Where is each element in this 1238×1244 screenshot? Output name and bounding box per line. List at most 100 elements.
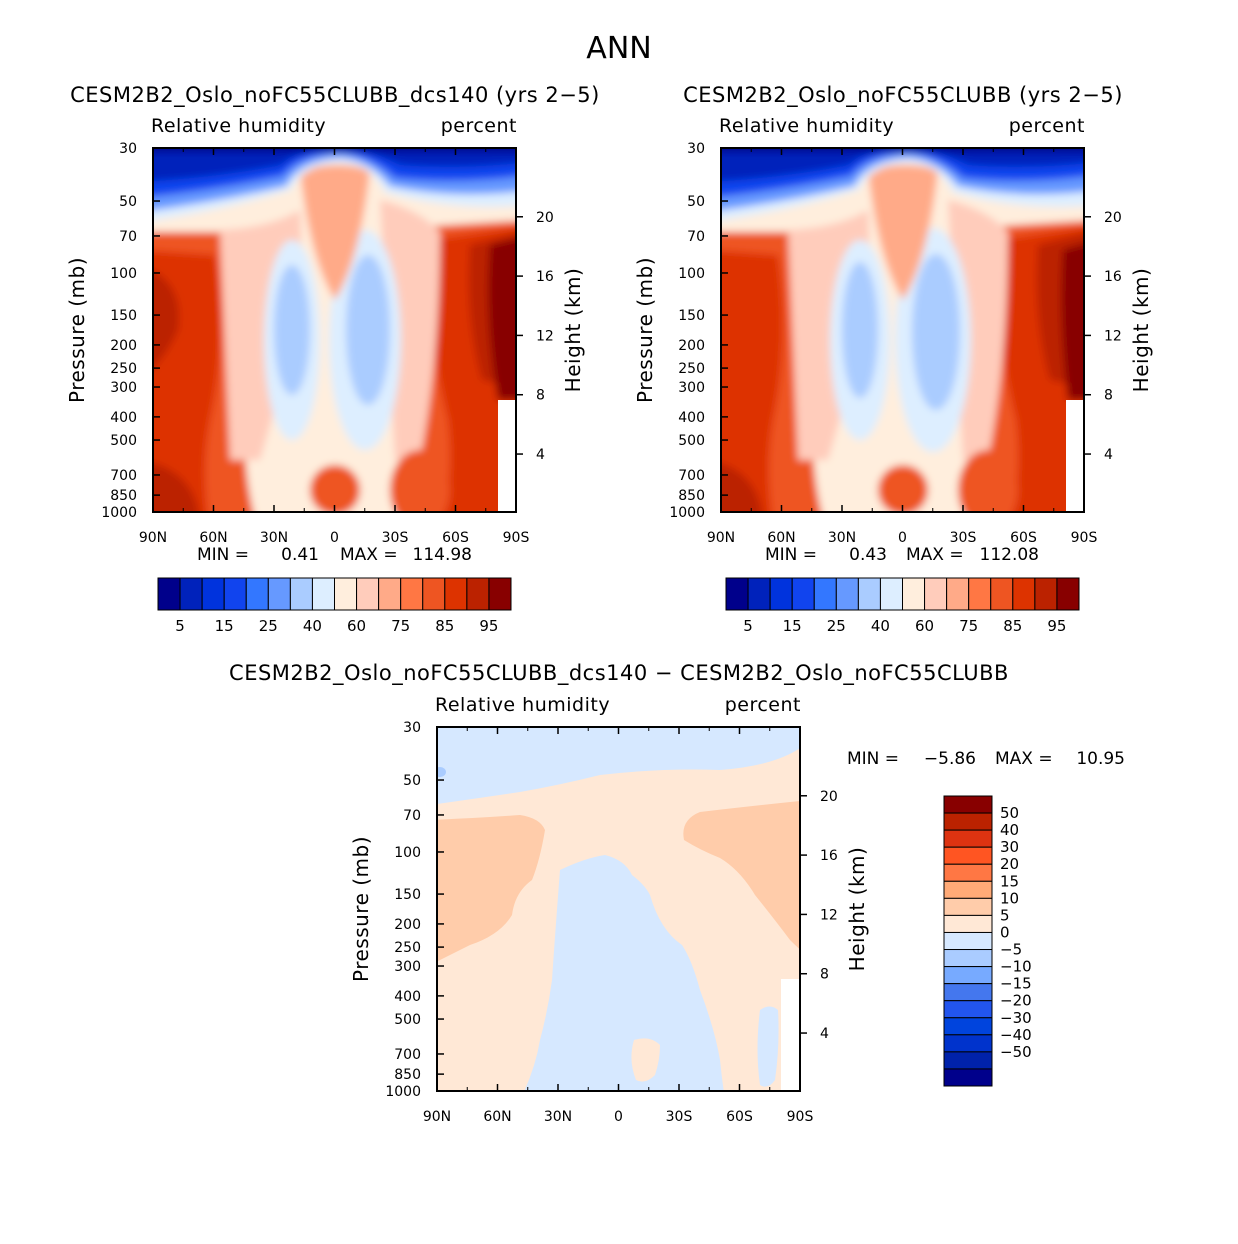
colorbar-label: 40	[1000, 821, 1019, 839]
y-tick-label: 150	[394, 887, 421, 903]
x-tick-label: 30S	[950, 530, 977, 546]
colorbar-swatch	[943, 931, 993, 951]
panel-test-field	[153, 148, 516, 512]
panel-diff-variable: Relative humidity	[435, 694, 610, 716]
colorbar-label: 15	[1000, 872, 1019, 890]
y-tick-label: 70	[403, 808, 421, 824]
colorbar-swatch	[488, 577, 512, 611]
colorbar-label: 50	[1000, 804, 1019, 822]
panel-test-min-value: 0.41	[281, 545, 319, 565]
y-tick-label: 500	[678, 433, 705, 449]
diff-neg-blob	[437, 767, 446, 777]
x-tick-label: 0	[898, 530, 907, 546]
y-tick-label: 700	[678, 468, 705, 484]
colorbar-swatch	[943, 846, 993, 865]
colorbar-swatch	[946, 577, 970, 611]
height-tick-label: 16	[1104, 269, 1122, 285]
height-tick-label: 8	[536, 388, 545, 404]
colorbar-swatch	[943, 1051, 993, 1070]
y-tick-label: 70	[119, 229, 137, 245]
y-tick-label: 500	[110, 433, 137, 449]
panel-control-min-value: 0.43	[849, 545, 887, 565]
colorbar-swatch	[791, 577, 815, 611]
y-tick-label: 100	[110, 266, 137, 282]
rh-dry-sh-core	[912, 254, 960, 410]
rh-band-sh-dark	[488, 238, 516, 400]
panel-diff-field	[437, 727, 800, 1091]
x-tick-label: 0	[614, 1109, 623, 1125]
x-tick-label: 90S	[787, 1109, 814, 1125]
colorbar-label: 40	[871, 617, 890, 635]
colorbar-label: 40	[303, 617, 322, 635]
y-tick-label: 500	[394, 1012, 421, 1028]
x-tick-label: 90S	[1071, 530, 1098, 546]
colorbar-swatch	[289, 577, 313, 611]
x-tick-label: 90S	[503, 530, 530, 546]
panel-control-case-title: CESM2B2_Oslo_noFC55CLUBB (yrs 2−5)	[683, 83, 1123, 108]
x-tick-label: 30S	[382, 530, 409, 546]
rh-band-sh-dark	[1061, 244, 1084, 400]
colorbar-swatch	[747, 577, 771, 611]
colorbar-swatch	[157, 577, 181, 611]
y-tick-label: 700	[394, 1047, 421, 1063]
x-tick-label: 60S	[442, 530, 469, 546]
colorbar-swatch	[400, 577, 424, 611]
x-tick-label: 90N	[139, 530, 167, 546]
y-tick-label: 50	[687, 194, 705, 210]
colorbar-swatch	[943, 1000, 993, 1019]
rh-dry-nh-core	[274, 265, 310, 395]
rh-strat-3	[153, 148, 516, 182]
panel-diff-ylabel-right: Height (km)	[845, 847, 869, 972]
colorbar-label: −20	[1000, 992, 1032, 1010]
panel-test-max-label: MAX =	[340, 545, 398, 565]
colorbar-swatch	[943, 880, 993, 899]
panel-test-axes: 90N 60N 30N 0 30S 60S 90S 30 50 70 100 150 200 250 300…	[101, 141, 554, 546]
colorbar-swatch	[1012, 577, 1036, 611]
panel-test-units: percent	[441, 115, 517, 137]
rh-sh-sfc	[958, 450, 1018, 512]
colorbar-swatch	[444, 577, 468, 611]
colorbar-swatch	[356, 577, 380, 611]
x-tick-label: 30N	[828, 530, 856, 546]
panel-diff-axes: 90N 60N 30N 0 30S 60S 90S 30 50 70 100 150 200 250 300…	[385, 720, 838, 1125]
y-tick-label: 30	[403, 720, 421, 736]
colorbar-swatch	[943, 897, 993, 916]
panel-control-max-label: MAX =	[906, 545, 964, 565]
rh-band-nh-core	[153, 270, 179, 369]
rh-strat-3	[721, 148, 1084, 182]
x-tick-label: 60N	[483, 1109, 511, 1125]
panel-diff-max-label: MAX =	[995, 749, 1053, 769]
rh-eq-sfc	[878, 465, 928, 512]
colorbar-swatch	[334, 577, 358, 611]
panel-control-field	[721, 148, 1084, 512]
diff-pos-nh	[437, 815, 545, 962]
colorbar-swatch	[924, 577, 948, 611]
colorbar-swatch	[879, 577, 903, 611]
colorbar-swatch	[725, 577, 749, 611]
y-tick-label: 850	[394, 1067, 421, 1083]
rh-eq-moist	[300, 165, 370, 300]
colorbar-label: 15	[783, 617, 802, 635]
y-tick-label: 30	[119, 141, 137, 157]
y-tick-label: 200	[394, 917, 421, 933]
colorbar-swatch	[943, 829, 993, 848]
diff-pos-eq-sfc	[631, 1038, 660, 1082]
rh-sh-sfc	[390, 450, 450, 512]
panel-test-max-value: 114.98	[413, 545, 472, 565]
colorbar-swatch	[1056, 577, 1080, 611]
colorbar-swatch	[943, 914, 993, 933]
colorbar-label: 5	[1000, 906, 1010, 924]
colorbar-label: −15	[1000, 975, 1032, 993]
y-tick-label: 50	[119, 194, 137, 210]
colorbar-label: 0	[1000, 923, 1010, 941]
panel-diff-min-value: −5.86	[924, 749, 976, 769]
y-tick-label: 700	[110, 468, 137, 484]
panel-control-ylabel-right: Height (km)	[1129, 268, 1153, 393]
y-tick-label: 850	[110, 488, 137, 504]
colorbar-swatch	[769, 577, 793, 611]
main-title: ANN	[586, 31, 651, 66]
diff-missing-topography	[781, 979, 800, 1091]
colorbar-swatch	[943, 949, 993, 968]
colorbar-label: 95	[479, 617, 498, 635]
